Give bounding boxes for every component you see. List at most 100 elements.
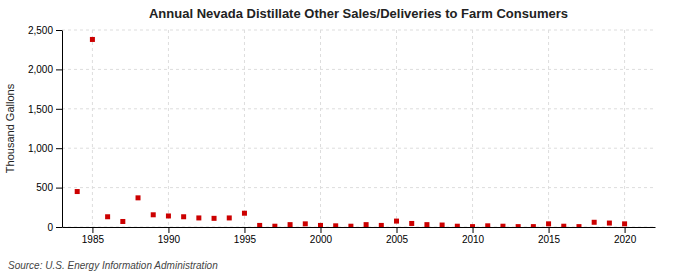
point: [576, 224, 581, 227]
y-axis-title: Thousand Gallons: [4, 83, 16, 173]
point: [348, 224, 353, 227]
y-tick-label: 1,500: [28, 104, 53, 115]
x-tick: 2005: [386, 227, 409, 245]
point: [272, 224, 277, 227]
x-tick-label: 2020: [614, 234, 637, 245]
x-grid-line: [396, 30, 397, 227]
x-tick-mark: [320, 227, 321, 233]
x-tick-label: 1995: [234, 234, 257, 245]
y-tick: 2,000: [28, 64, 62, 75]
point: [120, 219, 125, 224]
x-grid-line: [472, 30, 473, 227]
x-grid-line: [320, 30, 321, 227]
point: [105, 214, 110, 219]
point: [181, 214, 186, 219]
y-tick-label: 2,500: [28, 25, 53, 36]
point: [546, 221, 551, 226]
point: [333, 223, 338, 227]
x-tick-label: 1990: [158, 234, 181, 245]
x-tick: 1990: [158, 227, 181, 245]
x-tick-label: 2000: [310, 234, 333, 245]
x-tick-mark: [397, 227, 398, 233]
y-tick-mark: [56, 109, 62, 110]
x-tick-label: 1985: [82, 234, 105, 245]
y-tick: 500: [36, 182, 62, 193]
point: [196, 215, 201, 220]
point: [227, 215, 232, 220]
point: [318, 223, 323, 227]
point: [90, 37, 95, 42]
x-grid-line: [624, 30, 625, 227]
y-tick: 0: [47, 222, 62, 233]
point: [394, 219, 399, 224]
y-grid-line: [62, 69, 655, 70]
plot: 1985 1990 1995 2000 2005 2010 2015 2020 0 500 1,00…: [28, 25, 656, 245]
x-tick-mark: [473, 227, 474, 233]
x-tick-mark: [168, 227, 169, 233]
y-grid-line: [62, 187, 655, 188]
x-tick: 1985: [82, 227, 105, 245]
x-grid-line: [92, 30, 93, 227]
y-grid-line: [62, 148, 655, 149]
annotation: Source: U.S. Energy Information Administ…: [8, 260, 218, 271]
y-tick-label: 1,000: [28, 143, 53, 154]
point: [607, 221, 612, 226]
point: [242, 211, 247, 216]
x-tick-label: 2015: [538, 234, 561, 245]
point: [440, 223, 445, 227]
point: [166, 213, 171, 218]
x-tick-mark: [625, 227, 626, 233]
y-grid-line: [62, 108, 655, 109]
x-tick: 2020: [614, 227, 637, 245]
y-tick-mark: [56, 227, 62, 228]
y-tick-label: 2,000: [28, 64, 53, 75]
point: [288, 222, 293, 227]
y-tick: 1,000: [28, 143, 62, 154]
x-grid-line: [548, 30, 549, 227]
y-tick-mark: [56, 188, 62, 189]
x-tick: 1995: [234, 227, 257, 245]
x-tick-mark: [92, 227, 93, 233]
point: [136, 195, 141, 200]
point: [561, 224, 566, 227]
x-axis: 1985 1990 1995 2000 2005 2010 2015 2020: [63, 227, 656, 245]
y-tick-mark: [56, 69, 62, 70]
point: [409, 221, 414, 226]
y-tick-label: 0: [47, 222, 53, 233]
point: [424, 222, 429, 227]
x-tick: 2010: [462, 227, 485, 245]
point: [379, 223, 384, 227]
point: [500, 224, 505, 227]
y-tick: 1,500: [28, 104, 62, 115]
x-tick-label: 2005: [386, 234, 409, 245]
x-tick: 2015: [538, 227, 561, 245]
chart: 1985 1990 1995 2000 2005 2010 2015 2020 0 500 1,00…: [0, 0, 675, 275]
point: [592, 220, 597, 225]
point: [516, 224, 521, 227]
x-grid-line: [168, 30, 169, 227]
point: [151, 212, 156, 217]
point: [531, 224, 536, 227]
title: Annual Nevada Distillate Other Sales/Del…: [149, 6, 568, 21]
y-tick-mark: [56, 30, 62, 31]
y-tick-label: 500: [36, 182, 53, 193]
x-tick-label: 2010: [462, 234, 485, 245]
y-grid-line: [62, 30, 655, 31]
points: [75, 37, 627, 227]
x-tick: 2000: [310, 227, 333, 245]
x-axis-line: [63, 227, 656, 228]
point: [485, 223, 490, 227]
point: [455, 224, 460, 227]
x-tick-mark: [244, 227, 245, 233]
point: [212, 216, 217, 221]
x-grid-line: [244, 30, 245, 227]
y-axis-line: [62, 31, 63, 228]
point: [75, 189, 80, 194]
y-axis: 0 500 1,000 1,500 2,000 2,500: [28, 25, 63, 233]
y-tick-mark: [56, 148, 62, 149]
point: [470, 224, 475, 227]
point: [303, 221, 308, 226]
y-tick: 2,500: [28, 25, 62, 36]
point: [257, 223, 262, 227]
grid: [62, 30, 655, 227]
